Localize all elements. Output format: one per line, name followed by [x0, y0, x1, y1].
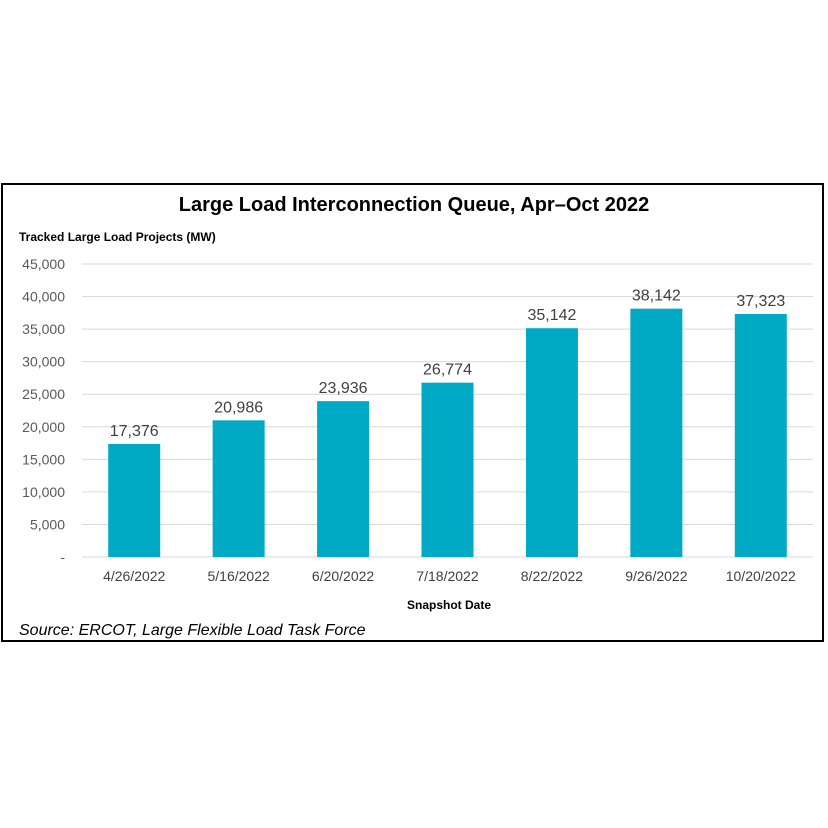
bar: [212, 420, 265, 557]
data-label: 37,323: [736, 293, 785, 310]
x-tick-label: 9/26/2022: [625, 568, 687, 584]
bar: [317, 401, 370, 557]
chart: Large Load Interconnection Queue, Apr–Oc…: [19, 194, 813, 639]
y-tick-label: 20,000: [22, 419, 65, 435]
source-note: Source: ERCOT, Large Flexible Load Task …: [19, 622, 366, 639]
x-tick-label: 10/20/2022: [726, 568, 796, 584]
x-tick-label: 8/22/2022: [521, 568, 583, 584]
y-tick-label: 30,000: [22, 354, 65, 370]
data-label: 17,376: [110, 423, 159, 440]
data-label: 23,936: [319, 380, 368, 397]
bar: [421, 382, 474, 557]
x-tick-label: 7/18/2022: [416, 568, 478, 584]
bar: [525, 328, 578, 557]
y-tick-label: 15,000: [22, 451, 65, 467]
y-axis-label: Tracked Large Load Projects (MW): [19, 230, 216, 244]
y-tick-label: 40,000: [22, 289, 65, 305]
x-tick-label: 5/16/2022: [207, 568, 269, 584]
chart-title: Large Load Interconnection Queue, Apr–Oc…: [179, 194, 649, 216]
data-label: 26,774: [423, 362, 472, 379]
y-axis-ticks: - 5,000 10,000 15,000 20,000 25,000 30,000 35,0…: [22, 256, 65, 565]
y-tick-label: 45,000: [22, 256, 65, 272]
y-tick-label: 25,000: [22, 386, 65, 402]
y-tick-label: 5,000: [30, 516, 65, 532]
x-tick-label: 4/26/2022: [103, 568, 165, 584]
y-tick-label: 10,000: [22, 484, 65, 500]
x-axis-ticks: 4/26/2022 5/16/2022 6/20/2022 7/18/2022 8/22…: [103, 568, 796, 584]
bars: [108, 308, 787, 557]
bar: [734, 313, 787, 557]
data-label: 38,142: [632, 288, 681, 305]
y-tick-label: 35,000: [22, 321, 65, 337]
x-tick-label: 6/20/2022: [312, 568, 374, 584]
chart-frame: Large Load Interconnection Queue, Apr–Oc…: [1, 183, 824, 642]
x-axis-label: Snapshot Date: [407, 598, 491, 612]
y-tick-label: -: [60, 549, 65, 565]
data-label: 35,142: [527, 307, 576, 324]
bar: [630, 308, 683, 557]
data-labels: 17,376 20,986 23,936 26,774 35,142 38,142 37,3…: [110, 288, 786, 440]
bar: [108, 443, 161, 557]
data-label: 20,986: [214, 399, 263, 416]
